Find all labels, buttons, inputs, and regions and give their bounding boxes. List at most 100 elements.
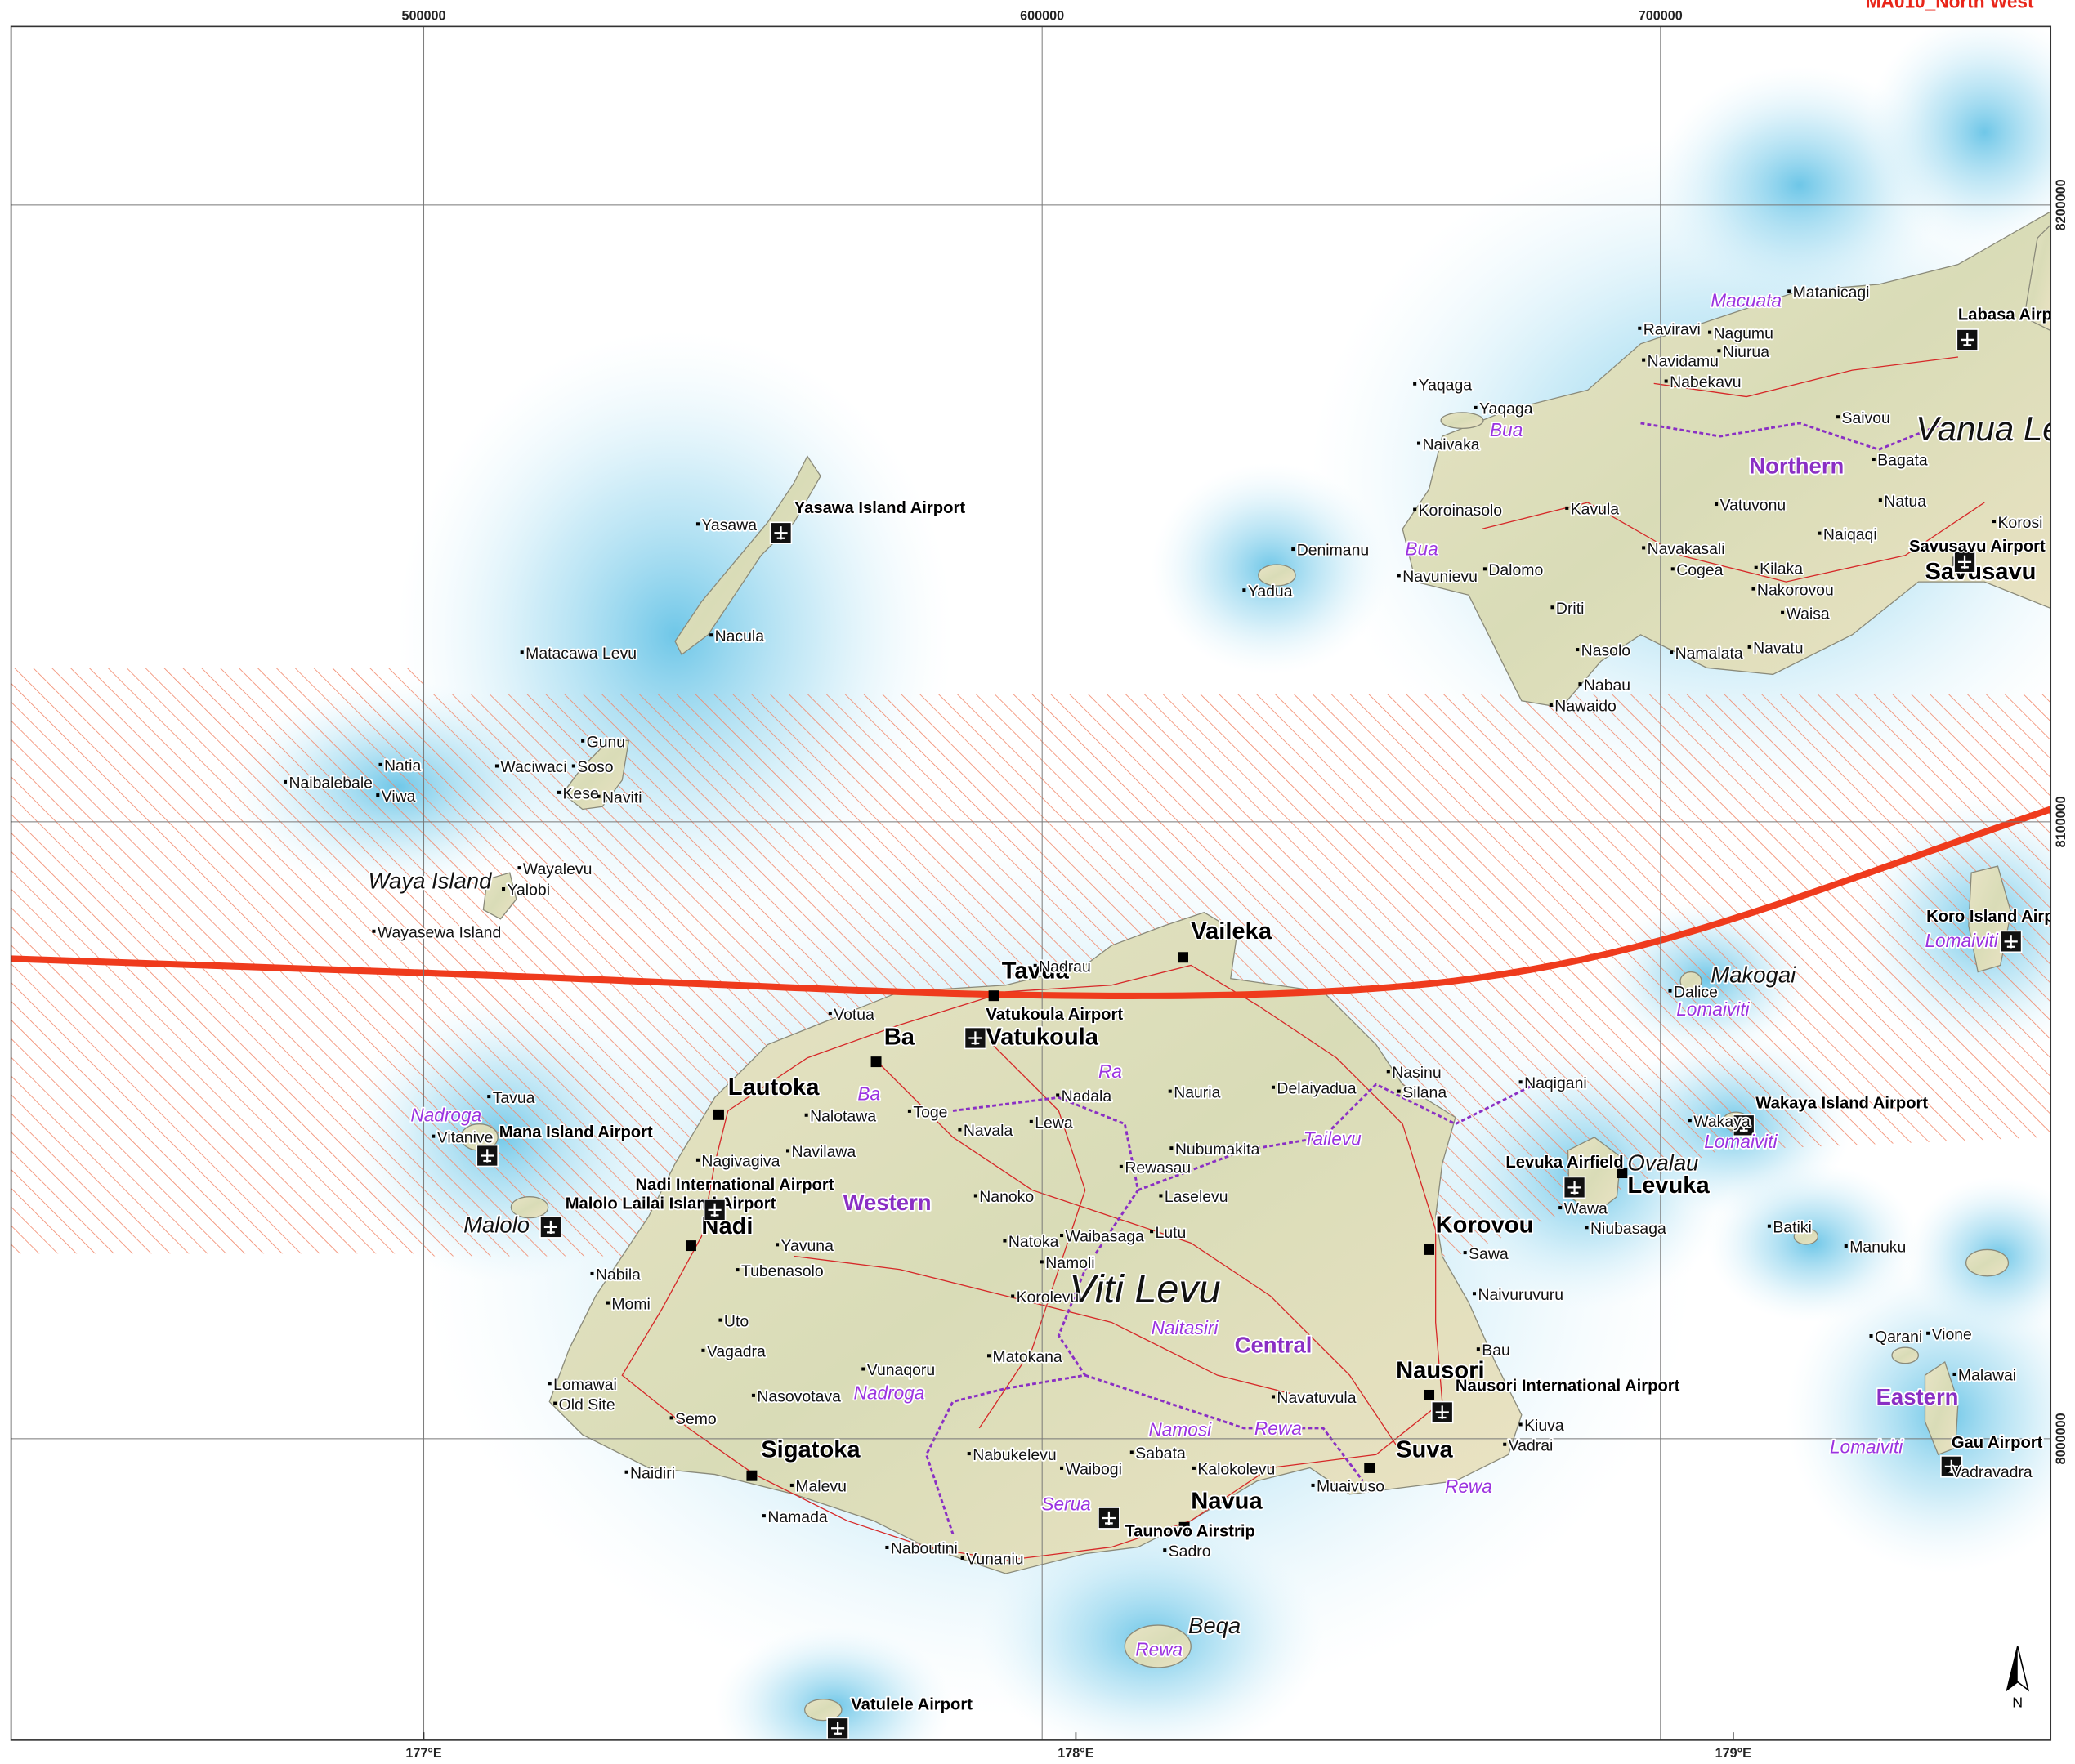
- north-label: N: [2012, 1694, 2023, 1710]
- town-label: Nausori: [1396, 1357, 1484, 1383]
- village-marker: [669, 1416, 673, 1420]
- airport-label: Koro Island Airport: [1926, 908, 2075, 926]
- village-label: Nubumakita: [1175, 1141, 1260, 1159]
- village-label: Momi: [611, 1295, 650, 1313]
- village-marker: [1386, 1070, 1390, 1074]
- airport-plane: [968, 1031, 982, 1045]
- village-label: Nakorovou: [1757, 581, 1834, 599]
- village-marker: [494, 764, 499, 768]
- village-marker: [986, 1354, 991, 1358]
- village-label: Navakasali: [1648, 540, 1725, 558]
- village-marker: [1781, 610, 1785, 614]
- village-marker: [1242, 588, 1246, 592]
- village-marker: [1818, 531, 1822, 535]
- village-label: Muaivuso: [1317, 1478, 1384, 1496]
- town-label: Navua: [1191, 1489, 1263, 1515]
- village-label: Nadala: [1062, 1087, 1112, 1105]
- village-label: Batiki: [1773, 1218, 1811, 1236]
- village-marker: [1992, 520, 1997, 524]
- airport-plane: [1957, 555, 1972, 569]
- village-label: Nasovotava: [757, 1388, 841, 1406]
- village-marker: [1060, 1234, 1064, 1238]
- village-label: Koroinasolo: [1419, 502, 1502, 520]
- village-marker: [1670, 650, 1674, 654]
- village-label: Sadro: [1169, 1543, 1211, 1561]
- region-label: Western: [843, 1190, 932, 1215]
- village-marker: [1872, 457, 1876, 462]
- village-marker: [736, 1268, 740, 1272]
- village-marker: [695, 522, 700, 526]
- village-marker: [606, 1301, 610, 1305]
- village-marker: [1558, 1206, 1563, 1210]
- village-marker: [1040, 1260, 1044, 1264]
- village-marker: [624, 1470, 628, 1474]
- town-label: Levuka: [1627, 1172, 1710, 1199]
- village-marker: [1311, 1483, 1315, 1487]
- village-label: Delaiyadua: [1277, 1079, 1356, 1097]
- village-marker: [718, 1318, 722, 1322]
- village-marker: [517, 866, 521, 870]
- village-marker: [1003, 1239, 1007, 1243]
- village-label: Vunaqoru: [867, 1361, 935, 1379]
- village-label: Manuku: [1849, 1239, 1906, 1257]
- village-label: Nabau: [1584, 677, 1630, 694]
- village-marker: [1578, 682, 1582, 686]
- village-marker: [502, 886, 506, 891]
- village-marker: [1159, 1194, 1163, 1198]
- airport-plane: [1102, 1511, 1116, 1525]
- village-marker: [1844, 1244, 1848, 1248]
- airport-plane: [1435, 1405, 1449, 1419]
- town-marker: [713, 1109, 724, 1120]
- village-label: Navala: [964, 1122, 1013, 1140]
- village-label: Kavula: [1571, 501, 1620, 519]
- village-marker: [1033, 963, 1037, 967]
- village-marker: [590, 1271, 594, 1275]
- village-marker: [1751, 587, 1755, 591]
- village-label: Nanoko: [979, 1188, 1034, 1206]
- town-label: Vaileka: [1191, 918, 1272, 945]
- village-marker: [1472, 1292, 1477, 1296]
- town-marker: [988, 990, 999, 1002]
- village-label: Niurua: [1723, 343, 1769, 361]
- village-label: Matanicagi: [1793, 284, 1870, 301]
- province-label: Ba: [857, 1083, 880, 1105]
- village-label: Niubasaga: [1590, 1220, 1666, 1238]
- village-marker: [1119, 1164, 1123, 1168]
- village-marker: [1869, 1334, 1873, 1338]
- village-label: Old Site: [559, 1396, 615, 1413]
- village-label: Navatuvula: [1277, 1389, 1356, 1407]
- village-label: Nagivagiva: [701, 1152, 780, 1170]
- town-marker: [1617, 1168, 1628, 1179]
- village-label: Navunievu: [1402, 568, 1478, 586]
- airport-plane: [774, 526, 788, 540]
- village-label: Tavua: [493, 1089, 535, 1107]
- easting-label: 500000: [402, 8, 446, 23]
- airport-label: Nadi International Airport: [635, 1177, 834, 1195]
- village-marker: [1715, 502, 1719, 507]
- village-label: Sabata: [1135, 1445, 1186, 1463]
- province-label: Nadroga: [854, 1382, 925, 1403]
- airport-plane: [2004, 935, 2018, 949]
- village-label: Namada: [767, 1508, 828, 1526]
- village-marker: [885, 1545, 889, 1550]
- village-label: Korolevu: [1017, 1288, 1080, 1306]
- town-marker: [870, 1056, 882, 1068]
- village-marker: [557, 790, 561, 794]
- village-label: Yadua: [1248, 583, 1293, 601]
- town-label: Lautoka: [728, 1074, 820, 1101]
- airport-label: Yasawa Island Airport: [794, 499, 966, 517]
- village-label: Uto: [724, 1312, 749, 1330]
- village-label: Nasolo: [1581, 642, 1630, 660]
- village-label: Naivaka: [1422, 435, 1479, 453]
- village-label: Namalata: [1675, 645, 1743, 663]
- roads: [621, 356, 1985, 1561]
- village-label: Yalobi: [508, 882, 551, 900]
- village-label: Qarani: [1875, 1329, 1922, 1346]
- land: [460, 211, 2051, 1722]
- village-label: Natoka: [1008, 1233, 1059, 1251]
- airport-label: Levuka Airfield: [1505, 1154, 1623, 1172]
- village-marker: [283, 779, 288, 784]
- village-marker: [1642, 546, 1646, 550]
- village-label: Semo: [675, 1410, 717, 1428]
- village-label: Soso: [577, 758, 613, 776]
